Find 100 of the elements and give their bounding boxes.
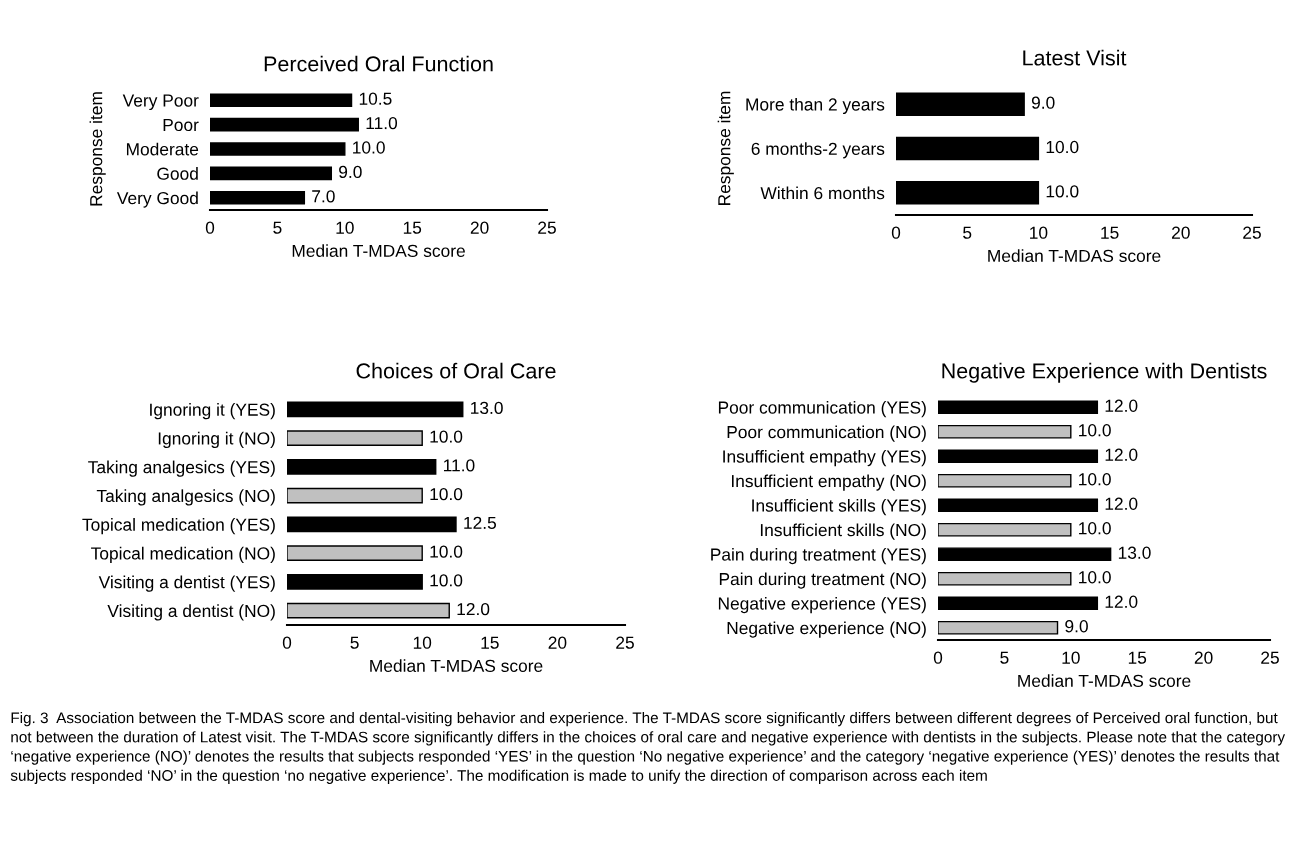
x-tick-label: 20 [470, 221, 489, 234]
data-label: 10.0 [1079, 424, 1111, 437]
chart-title: Perceived Oral Function [264, 55, 493, 72]
bar [938, 547, 1112, 562]
x-tick-label: 15 [1128, 651, 1147, 664]
data-label: 12.0 [1105, 399, 1138, 412]
x-tick-label: 10 [1030, 226, 1048, 239]
bar [938, 498, 1099, 513]
y-tick-label: Poor communication (YES) [718, 400, 926, 418]
y-tick-label: Visiting a dentist (YES) [98, 575, 275, 592]
y-axis-title: Response item [717, 91, 734, 205]
y-axis-title: Response item [89, 92, 106, 206]
data-label: 11.0 [443, 459, 475, 472]
y-tick-label: Visiting a dentist (NO) [107, 604, 275, 621]
chart-title: Negative Experience with Dentists [942, 362, 1267, 383]
x-tick-label: 0 [205, 221, 215, 234]
y-tick-label: 6 months-2 years [751, 142, 885, 159]
data-label: 10.0 [1079, 522, 1111, 535]
y-tick-label: Poor communication (NO) [727, 425, 926, 442]
data-label: 10.0 [1046, 140, 1079, 154]
y-tick-label: Topical medication (YES) [82, 518, 275, 535]
data-label: 10.0 [1079, 571, 1111, 584]
bar [287, 602, 450, 619]
data-label: 12.5 [464, 516, 497, 530]
x-tick-label: 10 [413, 636, 432, 649]
x-tick-label: 5 [350, 636, 359, 649]
x-axis-title: Median T-MDAS score [370, 659, 543, 672]
chart-title: Choices of Oral Care [356, 362, 556, 379]
data-label: 10.0 [430, 574, 463, 587]
data-label: 11.0 [366, 116, 398, 130]
y-tick-label: Insufficient empathy (NO) [731, 474, 926, 491]
x-tick-label: 0 [933, 651, 943, 664]
data-label: 10.0 [353, 141, 385, 154]
bar [210, 166, 333, 181]
y-tick-label: Insufficient empathy (YES) [723, 449, 926, 467]
y-tick-label: Ignoring it (NO) [158, 431, 275, 449]
y-tick-label: Ignoring it (YES) [150, 403, 275, 420]
data-label: 9.0 [1065, 620, 1088, 633]
y-tick-label: Taking analgesics (YES) [88, 460, 275, 477]
x-tick-label: 5 [963, 226, 972, 239]
x-tick-label: 25 [1243, 226, 1261, 239]
bar [287, 487, 423, 504]
x-axis-title: Median T-MDAS score [292, 244, 465, 257]
x-tick-label: 20 [1194, 651, 1213, 664]
data-label: 10.0 [430, 545, 463, 558]
x-tick-label: 10 [1062, 651, 1080, 664]
y-tick-label: Very Good [116, 191, 198, 208]
bar [938, 473, 1072, 488]
chart-title: Latest Visit [1023, 49, 1127, 66]
data-label: 7.0 [312, 190, 335, 203]
bar [210, 191, 306, 205]
x-tick-label: 5 [273, 221, 282, 234]
x-tick-label: 10 [336, 221, 354, 234]
data-label: 13.0 [1118, 546, 1151, 559]
bar [287, 516, 457, 533]
bar [287, 401, 464, 418]
x-tick-label: 15 [403, 221, 422, 234]
x-axis-title: Median T-MDAS score [1018, 674, 1191, 687]
bar [938, 596, 1099, 611]
bar [287, 573, 423, 590]
y-tick-label: Topical medication (NO) [91, 546, 275, 564]
data-label: 10.0 [1079, 473, 1111, 486]
bar [287, 458, 437, 475]
data-label: 10.0 [430, 430, 463, 443]
bar [938, 620, 1059, 635]
y-tick-label: Negative experience (NO) [727, 621, 926, 638]
y-tick-label: Within 6 months [760, 186, 885, 200]
bar [938, 449, 1099, 464]
x-tick-label: 15 [481, 636, 499, 649]
data-label: 9.0 [1031, 96, 1055, 109]
y-tick-label: Taking analgesics (NO) [96, 489, 275, 506]
bar [938, 522, 1072, 537]
y-tick-label: Negative experience (YES) [718, 596, 926, 614]
data-label: 12.0 [1105, 448, 1138, 461]
bar [287, 430, 423, 447]
y-tick-label: Pain during treatment (NO) [719, 572, 926, 589]
bar [287, 545, 423, 562]
bar [210, 117, 359, 132]
x-tick-label: 0 [891, 226, 901, 239]
data-label: 13.0 [471, 401, 503, 415]
bar [210, 142, 346, 156]
caption: Fig. 3 Association between the T-MDAS score and dental-visiting behavior and experience. The T-MDAS score significantly differs between different degrees of Perceived oral function, but not between the duration of Latest visit. The T-MDAS score significantly differs in the choices of oral care and negative experience with dentists in the subjects. Please note that the category ‘negative experience (NO)’ denotes the results that subjects responded ‘YES’ in the question ‘No negative experience’ and the category ‘negative experience (YES)’ denotes the results that subjects responded ‘NO’ in the question ‘no negative experience’. The modification is made to unify the direction of comparison across each item [10, 712, 1286, 784]
y-tick-label: Poor [163, 118, 199, 132]
x-tick-label: 25 [616, 636, 634, 649]
y-tick-label: Insufficient skills (YES) [752, 498, 926, 516]
y-tick-label: More than 2 years [746, 97, 885, 115]
x-tick-label: 25 [538, 221, 556, 234]
x-tick-label: 0 [282, 636, 292, 649]
y-tick-label: Moderate [126, 142, 199, 156]
data-label: 10.0 [430, 487, 463, 501]
data-label: 10.5 [359, 92, 392, 105]
data-label: 9.0 [339, 165, 362, 179]
y-tick-label: Insufficient skills (NO) [760, 523, 926, 540]
x-axis-title: Median T-MDAS score [988, 249, 1161, 262]
y-tick-label: Very Poor [122, 94, 199, 111]
x-tick-label: 25 [1261, 651, 1279, 664]
x-tick-label: 20 [548, 636, 567, 649]
bar [210, 93, 353, 107]
data-label: 10.0 [1046, 185, 1079, 198]
y-tick-label: Good [157, 167, 198, 180]
